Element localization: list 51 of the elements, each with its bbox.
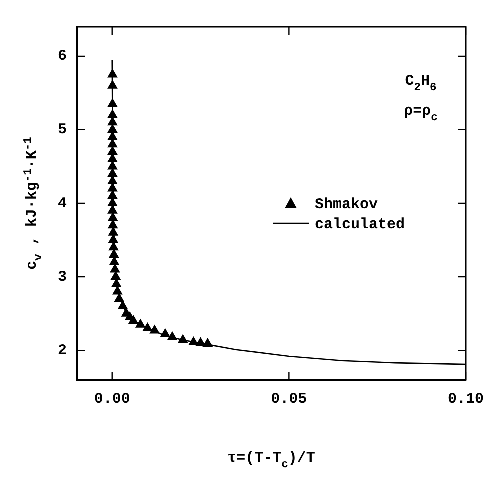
point	[108, 117, 118, 126]
point	[108, 234, 118, 244]
point	[108, 242, 119, 251]
x-tick-label: 0.05	[271, 390, 308, 408]
point	[108, 168, 118, 178]
point	[108, 198, 118, 206]
point	[114, 294, 124, 302]
point	[110, 256, 120, 266]
y-axis-title: cv , kJ·kg-1·K-1	[22, 136, 46, 270]
y-tick-label: 4	[58, 195, 67, 212]
y-tick-label: 3	[58, 268, 67, 286]
point	[168, 332, 178, 340]
point	[128, 316, 138, 324]
point	[112, 278, 122, 288]
point	[203, 338, 213, 347]
x-tick-label: 0.00	[94, 390, 130, 408]
point	[108, 139, 118, 148]
point	[108, 190, 118, 200]
point	[108, 80, 118, 89]
point	[110, 264, 120, 273]
point	[111, 272, 121, 280]
point	[109, 249, 119, 258]
point	[108, 132, 118, 140]
legend-label: calculated	[314, 216, 406, 234]
point	[108, 124, 118, 133]
point	[136, 319, 146, 328]
point	[108, 183, 118, 192]
point	[108, 161, 118, 170]
point	[108, 205, 118, 214]
point	[112, 286, 122, 295]
point	[108, 154, 118, 162]
y-tick-label: 2	[58, 342, 67, 360]
point	[108, 98, 118, 108]
point	[142, 323, 153, 332]
point	[108, 146, 118, 156]
y-tick-label: 6	[58, 48, 67, 66]
point	[108, 176, 118, 184]
point	[160, 328, 170, 338]
point	[178, 334, 188, 344]
point	[108, 227, 118, 236]
point	[108, 69, 118, 78]
point	[118, 300, 128, 310]
point	[108, 110, 118, 118]
x-tick-label: 0.10	[448, 390, 484, 408]
point	[188, 336, 199, 346]
y-tick-label: 5	[58, 122, 67, 139]
legend-label: Shmakov	[314, 196, 378, 214]
point	[150, 325, 160, 334]
point	[196, 338, 206, 346]
point	[108, 220, 118, 229]
point	[108, 212, 118, 222]
